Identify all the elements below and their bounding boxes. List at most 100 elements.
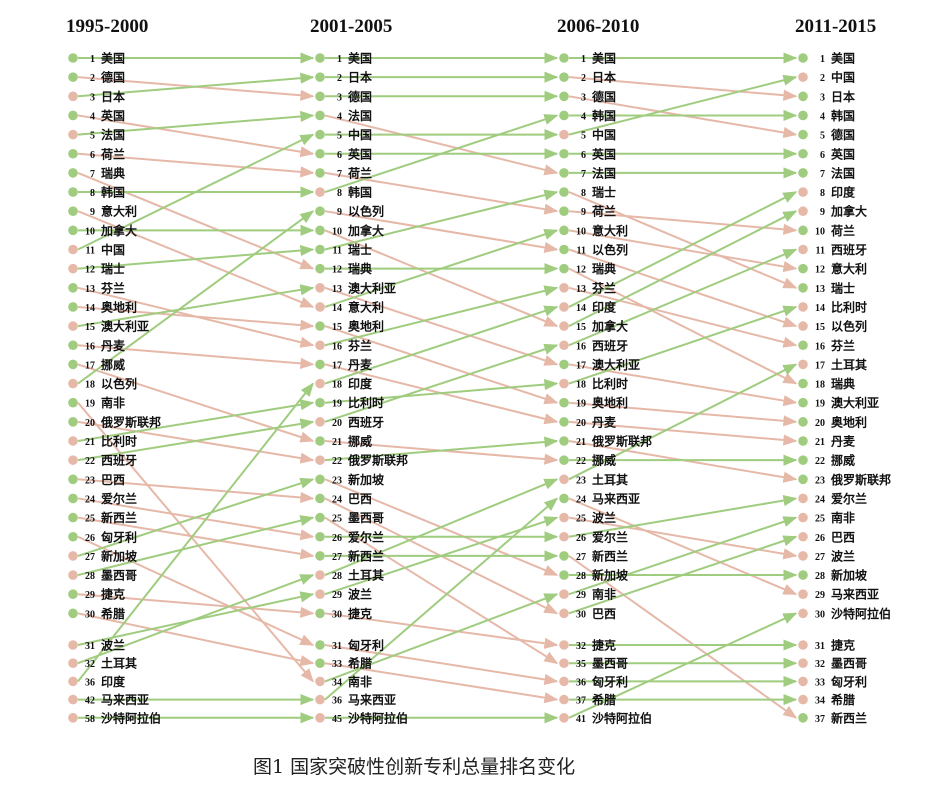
rank-entry: 13 芬兰 <box>68 280 125 295</box>
rank-number: 19 <box>815 399 825 410</box>
rank-entry: 17 丹麦 <box>315 357 373 372</box>
rank-entry: 4 韩国 <box>559 108 616 123</box>
country-label: 澳大利亚 <box>348 280 396 295</box>
rank-entry: 24 马来西亚 <box>559 491 640 506</box>
rank-marker <box>559 493 569 504</box>
rank-number: 2 <box>337 73 342 84</box>
rank-number: 15 <box>576 322 586 333</box>
flow-line <box>568 248 798 347</box>
country-label: 德国 <box>348 89 372 104</box>
country-label: 巴西 <box>348 492 372 506</box>
rank-number: 21 <box>332 437 342 448</box>
rank-entry: 37 新西兰 <box>798 710 867 725</box>
flow-line <box>77 133 315 251</box>
rank-entry: 41 沙特阿拉伯 <box>559 710 652 725</box>
rank-entry: 17 澳大利亚 <box>559 357 640 372</box>
rank-marker <box>559 417 569 427</box>
rank-entry: 31 捷克 <box>798 638 855 653</box>
rank-marker <box>798 640 808 650</box>
flow-line <box>568 210 798 235</box>
country-label: 新西兰 <box>348 548 384 563</box>
flow-line <box>324 379 559 404</box>
country-label: 意大利 <box>831 261 867 276</box>
rank-marker <box>559 340 569 351</box>
flow-line <box>324 228 559 308</box>
rank-entry: 14 印度 <box>559 299 617 314</box>
rank-number: 26 <box>332 533 342 544</box>
country-label: 爱尔兰 <box>592 529 628 544</box>
rank-number: 13 <box>815 284 825 295</box>
rank-marker <box>68 570 78 580</box>
flow-line <box>568 555 798 719</box>
country-label: 英国 <box>348 146 372 161</box>
rank-marker <box>315 72 325 82</box>
rank-marker <box>68 417 78 427</box>
country-label: 韩国 <box>101 185 125 200</box>
rank-number: 27 <box>815 552 825 563</box>
rank-number: 1 <box>581 54 586 65</box>
country-label: 瑞典 <box>101 165 125 180</box>
country-label: 澳大利亚 <box>592 357 640 372</box>
country-label: 俄罗斯联邦 <box>830 472 891 487</box>
rank-marker <box>68 340 78 351</box>
country-label: 奥地利 <box>348 319 384 334</box>
rank-entry: 1 美国 <box>315 51 372 66</box>
rank-entry: 25 波兰 <box>559 510 616 525</box>
rank-marker <box>798 512 808 523</box>
rank-entry: 30 捷克 <box>315 606 372 621</box>
country-label: 荷兰 <box>830 223 855 238</box>
rank-number: 15 <box>332 322 342 333</box>
rank-marker <box>798 713 808 723</box>
rank-entry: 36 马来西亚 <box>315 692 396 707</box>
rank-entry: 6 英国 <box>559 146 616 161</box>
rank-number: 5 <box>337 131 342 142</box>
rank-entry: 5 中国 <box>559 127 616 142</box>
country-label: 芬兰 <box>347 338 372 353</box>
rank-number: 31 <box>332 641 342 652</box>
rank-marker <box>798 53 808 63</box>
flow-line <box>568 191 798 289</box>
country-label: 瑞典 <box>592 261 616 276</box>
rank-entry: 3 日本 <box>68 89 125 104</box>
country-label: 新加坡 <box>348 472 385 487</box>
rank-number: 23 <box>576 475 586 486</box>
rank-number: 28 <box>576 571 586 582</box>
rank-entry: 16 丹麦 <box>68 338 126 353</box>
country-label: 波兰 <box>101 638 125 653</box>
rank-marker <box>315 302 325 312</box>
flow-lines <box>77 52 798 724</box>
rank-entry: 13 芬兰 <box>559 280 616 295</box>
rank-number: 15 <box>815 322 825 333</box>
rank-marker <box>68 512 78 523</box>
rank-number: 22 <box>815 456 825 467</box>
flow-line <box>77 305 315 331</box>
flow-line <box>77 418 315 462</box>
country-label: 土耳其 <box>101 656 137 671</box>
flow-line <box>568 612 798 719</box>
country-label: 沙特阿拉伯 <box>831 606 891 621</box>
rank-marker <box>315 455 325 465</box>
rank-entry: 2 日本 <box>559 70 616 85</box>
rank-number: 24 <box>85 494 95 505</box>
rank-entry: 19 澳大利亚 <box>798 395 879 410</box>
flow-line <box>568 535 798 615</box>
country-label: 日本 <box>101 89 125 104</box>
rank-number: 32 <box>576 641 586 652</box>
rank-entry: 1 美国 <box>559 51 616 66</box>
period-title-4: 2011-2015 <box>795 16 877 37</box>
rank-marker <box>68 474 78 485</box>
flow-line <box>568 401 798 427</box>
rank-number: 18 <box>332 380 342 391</box>
rank-number: 5 <box>90 131 95 142</box>
rank-entry: 17 土耳其 <box>798 357 867 372</box>
rank-number: 33 <box>815 677 825 688</box>
rank-marker <box>798 110 808 121</box>
country-label: 中国 <box>592 127 616 142</box>
country-label: 新西兰 <box>831 710 867 725</box>
rank-number: 24 <box>815 494 825 505</box>
rank-entry: 2 日本 <box>315 70 372 85</box>
rank-entry: 7 荷兰 <box>315 165 372 180</box>
flow-line <box>77 72 315 98</box>
